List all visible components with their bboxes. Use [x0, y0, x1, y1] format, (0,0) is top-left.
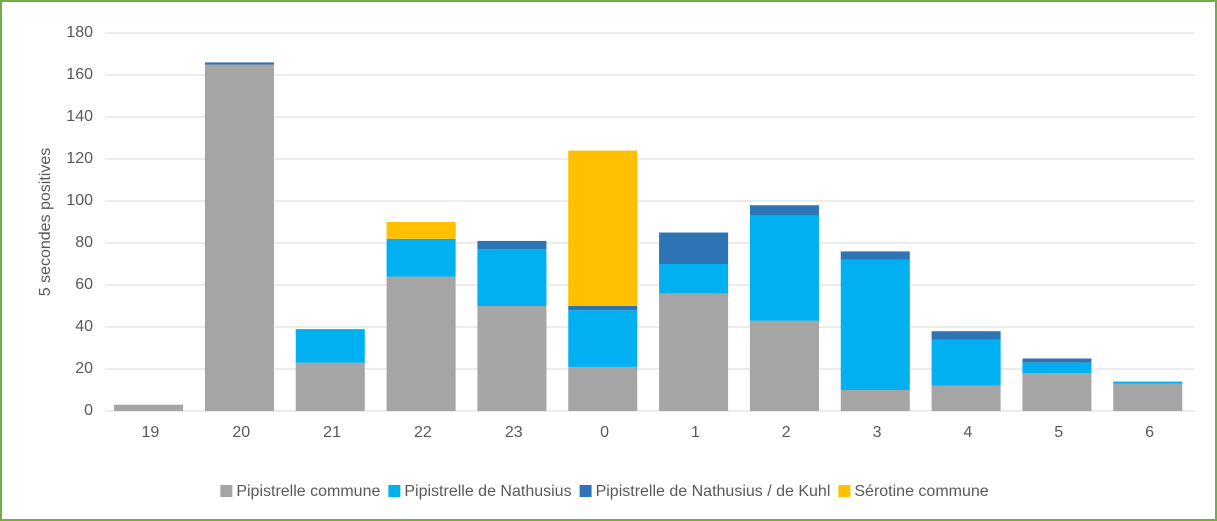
bar-segment — [568, 366, 638, 411]
bar-segment — [840, 251, 910, 260]
legend-label: Pipistrelle de Nathusius / de Kuhl — [596, 483, 831, 500]
bar-segment — [931, 339, 1001, 386]
legend-swatch — [220, 485, 233, 497]
bar-segment — [931, 385, 1001, 411]
legend-label: Pipistrelle commune — [236, 483, 380, 500]
y-tick-label: 160 — [66, 66, 93, 83]
bar-segment — [568, 306, 638, 311]
bar-segment — [1113, 383, 1183, 411]
bar-segment — [477, 306, 547, 411]
bar-segment — [204, 64, 274, 411]
bar-segment — [114, 404, 184, 411]
x-tick-label: 22 — [414, 424, 432, 441]
y-tick-label: 60 — [75, 276, 93, 293]
x-tick-label: 6 — [1145, 424, 1154, 441]
x-tick-label: 23 — [505, 424, 523, 441]
bar-segment — [659, 264, 729, 294]
bar-segment — [1022, 373, 1092, 411]
bar-segment — [749, 215, 819, 321]
bar-segment — [386, 238, 456, 277]
bar-segment — [749, 205, 819, 216]
bar-segment — [659, 232, 729, 264]
y-tick-label: 0 — [84, 402, 93, 419]
x-tick-label: 0 — [600, 424, 609, 441]
x-tick-label: 19 — [142, 424, 160, 441]
y-tick-label: 120 — [66, 150, 93, 167]
bar-segment — [295, 329, 365, 363]
bar-segment — [568, 150, 638, 306]
bar-segment — [386, 276, 456, 411]
bar-segment — [931, 331, 1001, 340]
x-tick-label: 2 — [782, 424, 791, 441]
legend-swatch — [388, 485, 401, 497]
x-tick-label: 20 — [232, 424, 250, 441]
bar-segment — [568, 310, 638, 367]
x-tick-label: 3 — [873, 424, 882, 441]
bar-segment — [840, 390, 910, 411]
bar-segment — [295, 362, 365, 411]
legend-swatch — [579, 485, 592, 497]
bar-segment — [1022, 362, 1092, 374]
y-tick-label: 40 — [75, 318, 93, 335]
bar-segment — [386, 222, 456, 239]
bar-segment — [477, 240, 547, 250]
y-tick-label: 20 — [75, 360, 93, 377]
legend-label: Sérotine commune — [854, 483, 988, 500]
bar-segment — [749, 320, 819, 411]
y-axis-label: 5 secondes positives — [37, 148, 54, 297]
bar-segment — [204, 62, 274, 65]
bar-segment — [1022, 358, 1092, 363]
x-tick-label: 5 — [1054, 424, 1063, 441]
legend-swatch — [838, 485, 851, 497]
x-tick-label: 4 — [963, 424, 972, 441]
legend-label: Pipistrelle de Nathusius — [404, 483, 571, 500]
x-tick-label: 21 — [323, 424, 341, 441]
y-tick-label: 80 — [75, 234, 93, 251]
x-tick-label: 1 — [691, 424, 700, 441]
bar-segment — [840, 259, 910, 390]
y-tick-label: 180 — [66, 24, 93, 41]
bar-segment — [1113, 381, 1183, 384]
y-tick-label: 100 — [66, 192, 93, 209]
bar-segment — [477, 249, 547, 306]
bar-segment — [659, 293, 729, 411]
y-tick-label: 140 — [66, 108, 93, 125]
